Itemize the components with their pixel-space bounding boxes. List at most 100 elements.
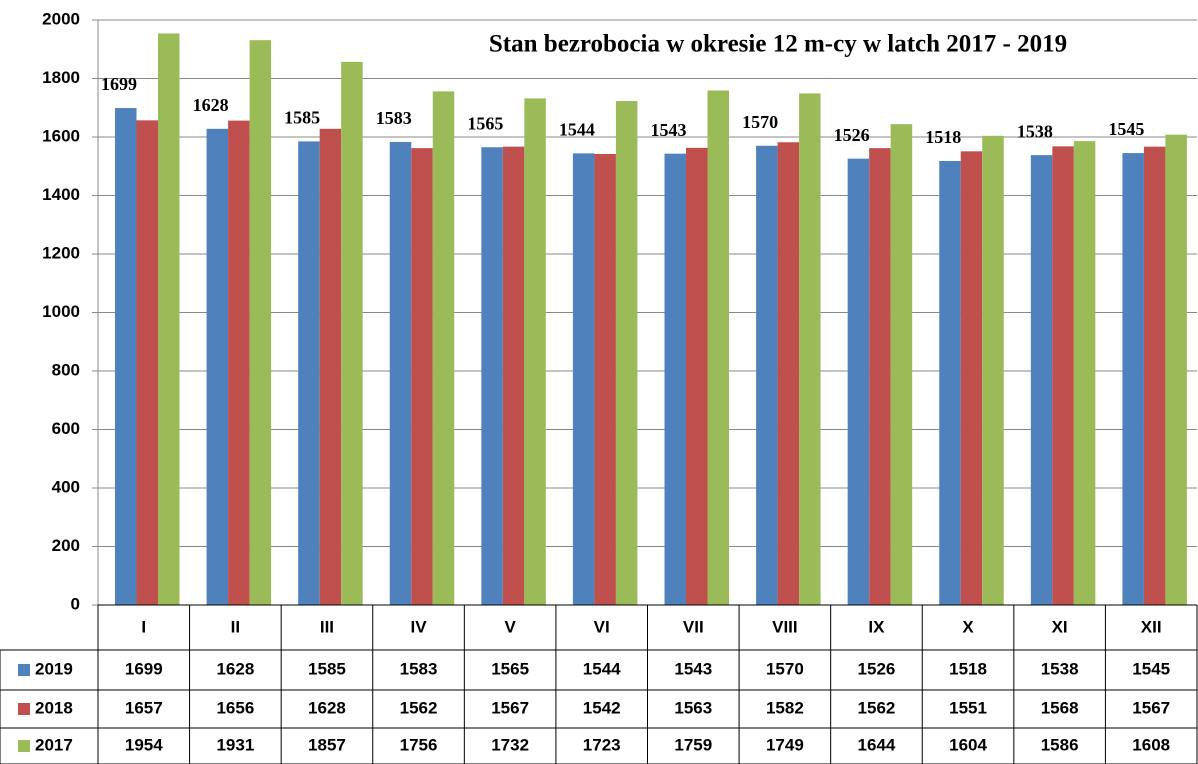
y-tick-label: 400 (52, 477, 80, 496)
bar (411, 148, 433, 606)
bar (777, 142, 800, 605)
data-label: 1544 (559, 120, 595, 140)
table-cell: 1608 (1132, 735, 1170, 754)
y-tick-label: 1800 (42, 68, 80, 87)
table-cell: 1526 (858, 659, 896, 678)
data-label: 1538 (1017, 121, 1053, 141)
table-cell: 1732 (491, 735, 529, 754)
bar (890, 124, 913, 605)
bar (341, 61, 363, 605)
data-label: 1565 (467, 113, 503, 133)
bar (1030, 155, 1053, 605)
chart-title: Stan bezrobocia w okresie 12 m-cy w latc… (489, 31, 1067, 58)
table-cell: 1551 (949, 698, 987, 717)
bar (158, 33, 180, 605)
bar (502, 146, 525, 605)
table-cell: 1543 (674, 659, 712, 678)
bar (960, 151, 983, 605)
x-tick-label: XII (1141, 617, 1162, 636)
x-tick-label: X (962, 617, 974, 636)
bar (524, 98, 546, 605)
x-tick-label: VII (683, 617, 704, 636)
y-tick-label: 1600 (42, 126, 80, 145)
table-cell: 1544 (583, 659, 621, 678)
x-tick-label: VI (594, 617, 610, 636)
bar (1073, 141, 1096, 605)
table-cell: 1756 (400, 735, 438, 754)
bar (1122, 153, 1144, 605)
data-label: 1518 (925, 127, 961, 147)
data-label: 1699 (101, 74, 137, 94)
x-tick-label: IV (411, 617, 428, 636)
table-cell: 1657 (125, 698, 163, 717)
bar (1143, 146, 1166, 605)
table-cell: 1931 (216, 735, 254, 754)
table-cell: 1567 (491, 698, 529, 717)
legend-swatch (18, 703, 30, 715)
x-tick-label: II (231, 617, 240, 636)
bar (847, 158, 870, 605)
x-tick-label: V (504, 617, 516, 636)
bar (756, 145, 778, 605)
bar (664, 153, 686, 606)
bar (136, 120, 158, 605)
table-cell: 1567 (1132, 698, 1170, 717)
table-cell: 1568 (1041, 698, 1079, 717)
table-cell: 1723 (583, 735, 621, 754)
table-cell: 1759 (674, 735, 712, 754)
legend-label: 2019 (35, 659, 73, 678)
bar (615, 101, 638, 606)
table-cell: 1585 (308, 659, 346, 678)
bar (319, 128, 342, 605)
table-cell: 1857 (308, 735, 346, 754)
legend-swatch (18, 664, 30, 676)
x-tick-label: IX (868, 617, 885, 636)
y-tick-label: 1200 (42, 243, 80, 262)
bar (686, 147, 708, 605)
x-tick-label: XI (1052, 617, 1068, 636)
y-tick-label: 200 (52, 536, 80, 555)
bar (206, 128, 229, 605)
bar (481, 147, 503, 606)
legend-label: 2018 (35, 698, 73, 717)
x-tick-label: I (141, 617, 146, 636)
x-tick-label: VIII (772, 617, 798, 636)
y-tick-label: 2000 (42, 9, 80, 28)
bar (1165, 134, 1187, 605)
bar (707, 90, 729, 606)
table-cell: 1518 (949, 659, 987, 678)
table-cell: 1656 (216, 698, 254, 717)
bar (572, 153, 595, 605)
bar (298, 141, 320, 605)
y-tick-label: 800 (52, 360, 80, 379)
data-label: 1583 (376, 108, 412, 128)
table-cell: 1628 (216, 659, 254, 678)
table-cell: 1749 (766, 735, 804, 754)
y-tick-label: 600 (52, 419, 80, 438)
table-cell: 1582 (766, 698, 804, 717)
data-label: 1628 (193, 95, 229, 115)
table-cell: 1562 (858, 698, 896, 717)
table-cell: 1545 (1132, 659, 1170, 678)
bar (249, 40, 272, 606)
data-label: 1585 (284, 108, 320, 128)
y-tick-label: 1400 (42, 185, 80, 204)
table-cell: 1538 (1041, 659, 1079, 678)
table-cell: 1644 (858, 735, 896, 754)
bar (799, 93, 821, 605)
table-cell: 1583 (400, 659, 438, 678)
x-tick-label: III (320, 617, 334, 636)
table-cell: 1628 (308, 698, 346, 717)
legend-label: 2017 (35, 735, 73, 754)
table-cell: 1604 (949, 735, 987, 754)
table-cell: 1586 (1041, 735, 1079, 754)
bar (869, 148, 891, 606)
data-label: 1526 (834, 125, 870, 145)
data-label: 1570 (742, 112, 778, 132)
bar (982, 135, 1004, 605)
table-cell: 1565 (491, 659, 529, 678)
bar (389, 141, 412, 605)
data-label: 1543 (651, 120, 687, 140)
table-cell: 1562 (400, 698, 438, 717)
